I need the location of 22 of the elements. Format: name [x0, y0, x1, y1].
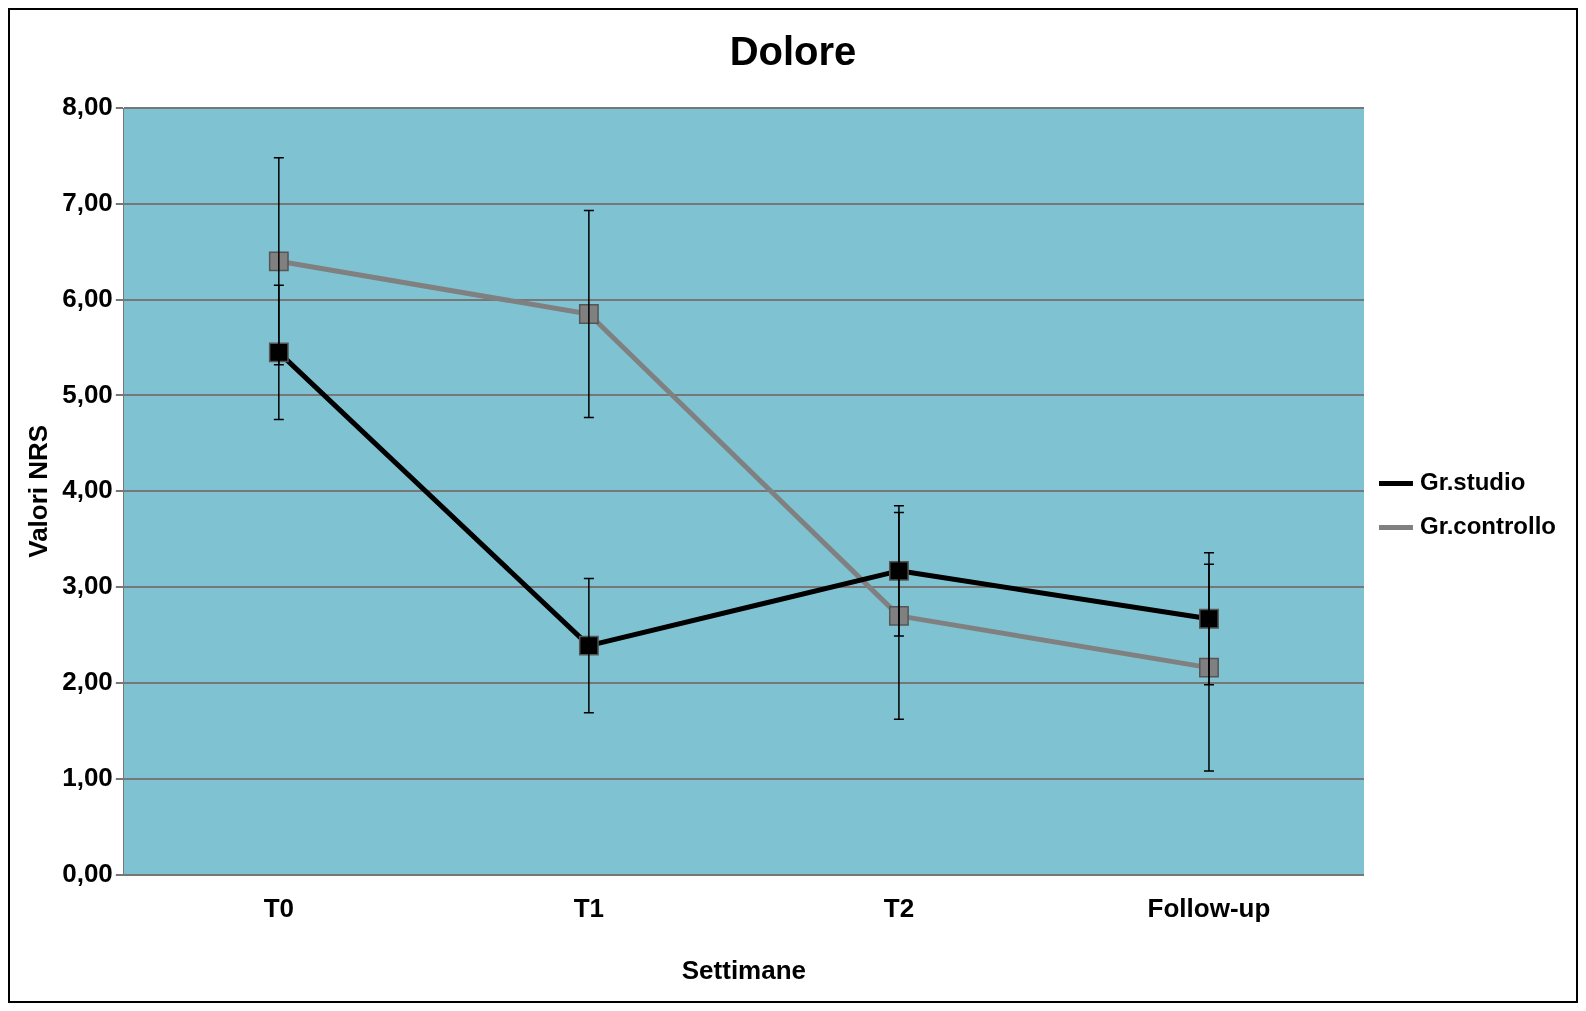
- y-tick-label: 4,00: [62, 474, 113, 505]
- legend-label: Gr.studio: [1419, 468, 1526, 496]
- x-tick-label: T2: [883, 893, 915, 924]
- y-tick-label: 0,00: [62, 857, 113, 888]
- y-tick-label: 5,00: [62, 378, 113, 409]
- point: [578, 635, 599, 656]
- point: [888, 560, 909, 581]
- legend-label: Gr.controllo: [1419, 512, 1557, 540]
- y-tick-label: 6,00: [62, 282, 113, 313]
- y-tick-label: 8,00: [62, 91, 113, 122]
- y-axis-title: Valori NRS: [22, 424, 53, 558]
- x-tick-label: Follow-up: [1147, 893, 1271, 924]
- point: [1199, 608, 1219, 629]
- y-tick-label: 7,00: [62, 187, 113, 217]
- y-tick-label: 2,00: [62, 666, 113, 697]
- x-tick-label: T1: [573, 893, 605, 924]
- y-tick-label: 1,00: [62, 761, 113, 792]
- point: [268, 342, 289, 363]
- x-tick-label: T0: [263, 893, 294, 924]
- y-tick-label: 3,00: [62, 570, 113, 601]
- x-axis-title: Settimane: [681, 954, 807, 985]
- chart-title: Dolore: [729, 29, 857, 74]
